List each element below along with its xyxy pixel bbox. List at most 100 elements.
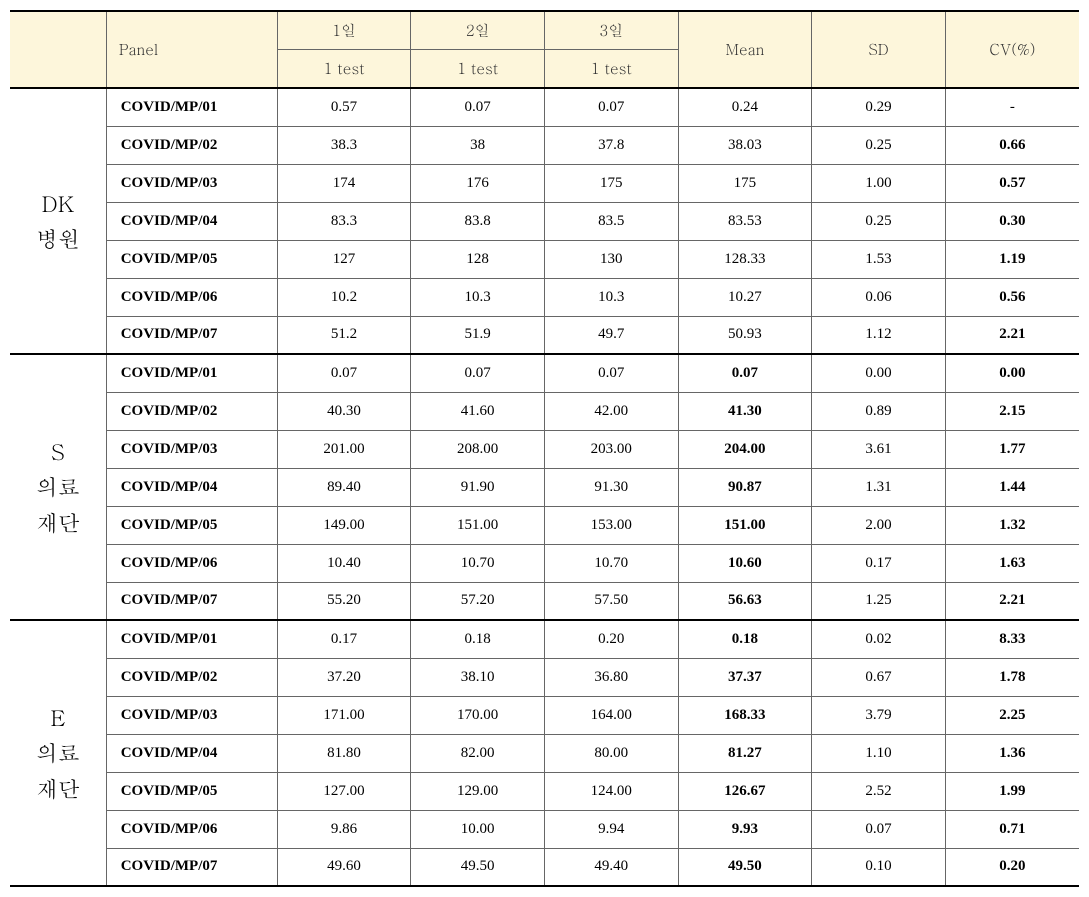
mean-cell: 56.63 [678,582,812,620]
day1-cell: 201.00 [277,430,411,468]
sd-cell: 0.00 [812,354,946,392]
day3-cell: 9.94 [544,810,678,848]
panel-cell: COVID/MP/02 [106,658,277,696]
day2-cell: 10.00 [411,810,545,848]
mean-cell: 175 [678,164,812,202]
day1-cell: 171.00 [277,696,411,734]
table-row: COVID/MP/0489.4091.9091.3090.871.311.44 [10,468,1079,506]
header-mean: Mean [678,11,812,88]
day2-cell: 51.9 [411,316,545,354]
panel-cell: COVID/MP/06 [106,810,277,848]
day1-cell: 9.86 [277,810,411,848]
group-label: DK병원 [10,88,106,354]
day2-cell: 49.50 [411,848,545,886]
header-sd: SD [812,11,946,88]
cv-cell: 1.32 [945,506,1079,544]
day2-cell: 0.07 [411,354,545,392]
mean-cell: 49.50 [678,848,812,886]
table-row: COVID/MP/05127128130128.331.531.19 [10,240,1079,278]
sd-cell: 1.25 [812,582,946,620]
day3-cell: 164.00 [544,696,678,734]
day2-cell: 151.00 [411,506,545,544]
day2-cell: 91.90 [411,468,545,506]
day1-cell: 10.2 [277,278,411,316]
mean-cell: 0.18 [678,620,812,658]
cv-cell: 0.56 [945,278,1079,316]
day2-cell: 0.07 [411,88,545,126]
cv-cell: 1.77 [945,430,1079,468]
day2-cell: 170.00 [411,696,545,734]
day2-cell: 0.18 [411,620,545,658]
day1-cell: 10.40 [277,544,411,582]
day2-cell: 82.00 [411,734,545,772]
table-row: COVID/MP/05127.00129.00124.00126.672.521… [10,772,1079,810]
mean-cell: 10.60 [678,544,812,582]
day2-cell: 208.00 [411,430,545,468]
panel-cell: COVID/MP/07 [106,848,277,886]
table-row: COVID/MP/0237.2038.1036.8037.370.671.78 [10,658,1079,696]
cv-cell: 0.00 [945,354,1079,392]
panel-cell: COVID/MP/03 [106,164,277,202]
cv-cell: 1.99 [945,772,1079,810]
table-header: Panel 1일 2일 3일 Mean SD CV(%) 1 test 1 te… [10,11,1079,88]
table-row: S의료재단COVID/MP/010.070.070.070.070.000.00 [10,354,1079,392]
cv-cell: 1.63 [945,544,1079,582]
day2-cell: 38.10 [411,658,545,696]
table-row: COVID/MP/0240.3041.6042.0041.300.892.15 [10,392,1079,430]
day2-cell: 129.00 [411,772,545,810]
day1-cell: 83.3 [277,202,411,240]
cv-cell: 0.71 [945,810,1079,848]
panel-cell: COVID/MP/06 [106,544,277,582]
panel-cell: COVID/MP/07 [106,316,277,354]
mean-cell: 9.93 [678,810,812,848]
day1-cell: 81.80 [277,734,411,772]
sd-cell: 0.25 [812,126,946,164]
header-day2: 2일 [411,11,545,50]
panel-cell: COVID/MP/04 [106,468,277,506]
cv-cell: 8.33 [945,620,1079,658]
table-row: COVID/MP/05149.00151.00153.00151.002.001… [10,506,1079,544]
table-body: DK병원COVID/MP/010.570.070.070.240.29-COVI… [10,88,1079,886]
day3-cell: 0.07 [544,88,678,126]
cv-cell: 2.15 [945,392,1079,430]
table-row: COVID/MP/0749.6049.5049.4049.500.100.20 [10,848,1079,886]
day3-cell: 37.8 [544,126,678,164]
day2-cell: 83.8 [411,202,545,240]
header-cv: CV(%) [945,11,1079,88]
sd-cell: 0.67 [812,658,946,696]
group-label: S의료재단 [10,354,106,620]
header-sub3: 1 test [544,50,678,89]
mean-cell: 0.24 [678,88,812,126]
panel-cell: COVID/MP/01 [106,620,277,658]
day2-cell: 57.20 [411,582,545,620]
sd-cell: 0.10 [812,848,946,886]
table-row: COVID/MP/0238.33837.838.030.250.66 [10,126,1079,164]
day3-cell: 36.80 [544,658,678,696]
panel-cell: COVID/MP/04 [106,202,277,240]
cv-cell: 1.36 [945,734,1079,772]
table-row: COVID/MP/0610.210.310.310.270.060.56 [10,278,1079,316]
header-day3: 3일 [544,11,678,50]
cv-cell: 0.30 [945,202,1079,240]
day3-cell: 49.40 [544,848,678,886]
mean-cell: 204.00 [678,430,812,468]
day3-cell: 80.00 [544,734,678,772]
sd-cell: 1.10 [812,734,946,772]
table-row: COVID/MP/031741761751751.000.57 [10,164,1079,202]
day2-cell: 10.3 [411,278,545,316]
cv-cell: 1.44 [945,468,1079,506]
day1-cell: 89.40 [277,468,411,506]
header-sub2: 1 test [411,50,545,89]
cv-cell: 2.25 [945,696,1079,734]
table-row: COVID/MP/0483.383.883.583.530.250.30 [10,202,1079,240]
day3-cell: 124.00 [544,772,678,810]
sd-cell: 3.61 [812,430,946,468]
cv-cell: 0.20 [945,848,1079,886]
panel-cell: COVID/MP/05 [106,506,277,544]
panel-cell: COVID/MP/02 [106,392,277,430]
mean-cell: 50.93 [678,316,812,354]
day2-cell: 128 [411,240,545,278]
sd-cell: 0.02 [812,620,946,658]
sd-cell: 0.17 [812,544,946,582]
day3-cell: 153.00 [544,506,678,544]
